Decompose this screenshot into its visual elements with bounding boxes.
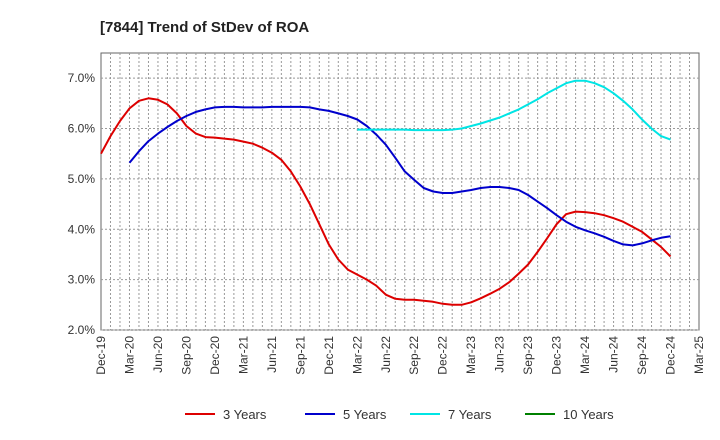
y-tick-label: 2.0% — [68, 323, 96, 337]
legend-label: 3 Years — [223, 407, 267, 422]
series-line-7-years — [357, 79, 671, 141]
x-tick-label: Dec-23 — [550, 336, 564, 375]
x-tick-label: Mar-25 — [692, 336, 706, 374]
series-line-5-years — [128, 105, 671, 247]
x-tick-label: Sep-24 — [635, 336, 649, 375]
legend-label: 10 Years — [563, 407, 614, 422]
series-lines — [100, 79, 672, 306]
plot-area — [100, 52, 700, 331]
legend-label: 5 Years — [343, 407, 387, 422]
legend: 3 Years 5 Years 7 Years 10 Years — [185, 407, 614, 422]
x-tick-label: Dec-20 — [208, 336, 222, 375]
x-tick-label: Jun-20 — [151, 336, 165, 373]
x-tick-label: Jun-22 — [379, 336, 393, 373]
x-tick-label: Mar-22 — [350, 336, 364, 374]
x-tick-label: Sep-22 — [407, 336, 421, 375]
x-axis: Dec-19 Mar-20 Jun-20 Sep-20 Dec-20 Mar-21 Jun-… — [94, 336, 706, 375]
x-tick-label: Dec-22 — [436, 336, 450, 375]
legend-label: 7 Years — [448, 407, 492, 422]
x-tick-label: Mar-24 — [578, 336, 592, 374]
y-tick-label: 5.0% — [68, 172, 96, 186]
x-tick-label: Mar-20 — [122, 336, 136, 374]
x-tick-label: Mar-21 — [236, 336, 250, 374]
y-tick-label: 6.0% — [68, 122, 96, 136]
x-tick-label: Sep-21 — [293, 336, 307, 375]
y-tick-label: 7.0% — [68, 71, 96, 85]
y-tick-label: 4.0% — [68, 222, 96, 236]
x-tick-label: Dec-24 — [664, 336, 678, 375]
x-tick-label: Jun-24 — [607, 336, 621, 373]
x-tick-label: Sep-20 — [179, 336, 193, 375]
series-line-3-years — [100, 97, 672, 306]
x-tick-label: Sep-23 — [521, 336, 535, 375]
x-tick-label: Jun-23 — [493, 336, 507, 373]
chart-title: [7844] Trend of StDev of ROA — [100, 19, 309, 36]
x-tick-label: Jun-21 — [265, 336, 279, 373]
x-tick-label: Dec-21 — [322, 336, 336, 375]
x-tick-label: Dec-19 — [94, 336, 108, 375]
y-tick-label: 3.0% — [68, 273, 96, 287]
y-axis: 2.0% 3.0% 4.0% 5.0% 6.0% 7.0% — [68, 71, 96, 337]
x-tick-label: Mar-23 — [464, 336, 478, 374]
